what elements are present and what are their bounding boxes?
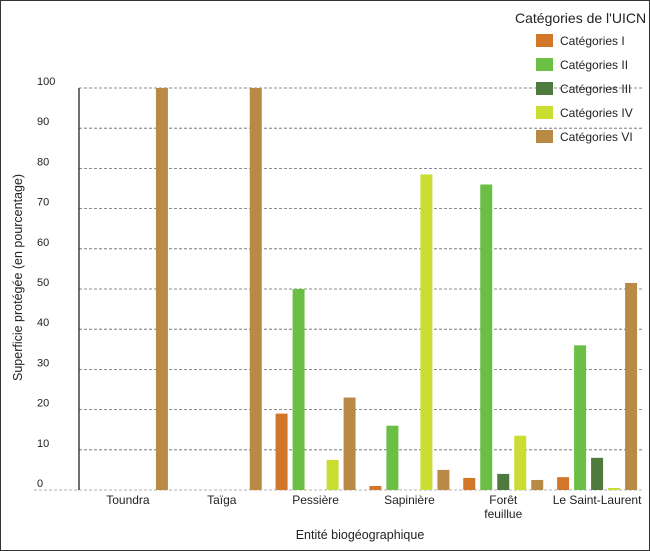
legend-label: Catégories III <box>560 82 631 96</box>
y-tick-label: 50 <box>37 277 49 289</box>
y-tick-labels: 0 10 20 30 40 50 60 70 80 90 100 <box>37 76 55 490</box>
x-axis-label: Entité biogéographique <box>296 528 425 542</box>
gridlines <box>34 87 642 491</box>
bar <box>369 485 382 490</box>
bar <box>591 457 604 490</box>
x-tick-label: feuillue <box>484 507 522 521</box>
bar <box>437 469 450 490</box>
legend-swatch <box>536 130 553 143</box>
legend-swatch <box>536 58 553 71</box>
x-tick-labels: Toundra Taïga Pessière Sapinière Forêtfeuill… <box>106 493 642 521</box>
bar <box>608 487 621 490</box>
bar <box>343 397 356 490</box>
bar <box>249 88 262 490</box>
y-tick-label: 10 <box>37 438 49 450</box>
bar <box>420 174 433 490</box>
bar <box>514 435 527 490</box>
y-tick-label: 60 <box>37 237 49 249</box>
legend-label: Catégories IV <box>560 106 633 120</box>
bar <box>531 479 544 490</box>
y-tick-label: 40 <box>37 317 49 329</box>
y-tick-label: 0 <box>37 478 43 490</box>
bar <box>497 473 510 490</box>
bar <box>557 477 570 490</box>
y-tick-label: 30 <box>37 357 49 369</box>
x-tick-label: Forêt <box>489 493 518 507</box>
x-tick-label: Le Saint-Laurent <box>553 493 642 507</box>
x-tick-label: Toundra <box>106 493 150 507</box>
y-axis-label: Superficie protégée (en pourcentage) <box>11 174 25 381</box>
bars <box>155 88 638 491</box>
legend-label: Catégories I <box>560 34 625 48</box>
legend-swatch <box>536 34 553 47</box>
legend-title: Catégories de l'UICN <box>515 10 646 26</box>
legend: Catégories de l'UICN Catégories I Catégor… <box>515 10 646 144</box>
y-tick-label: 70 <box>37 197 49 209</box>
legend-swatch <box>536 82 553 95</box>
bar <box>292 289 305 490</box>
legend-label: Catégories II <box>560 58 628 72</box>
bar <box>275 413 288 490</box>
bar <box>326 459 339 490</box>
bar <box>625 282 638 490</box>
legend-swatch <box>536 106 553 119</box>
y-tick-label: 100 <box>37 76 55 88</box>
legend-label: Catégories VI <box>560 130 633 144</box>
x-tick-label: Taïga <box>207 493 237 507</box>
bar <box>463 477 476 490</box>
bar <box>480 184 493 491</box>
y-tick-label: 20 <box>37 398 49 410</box>
x-tick-label: Pessière <box>292 493 339 507</box>
bar <box>574 345 587 490</box>
x-tick-label: Sapinière <box>384 493 435 507</box>
y-tick-label: 80 <box>37 156 49 168</box>
bar <box>386 425 399 490</box>
bar <box>155 88 168 490</box>
y-tick-label: 90 <box>37 116 49 128</box>
